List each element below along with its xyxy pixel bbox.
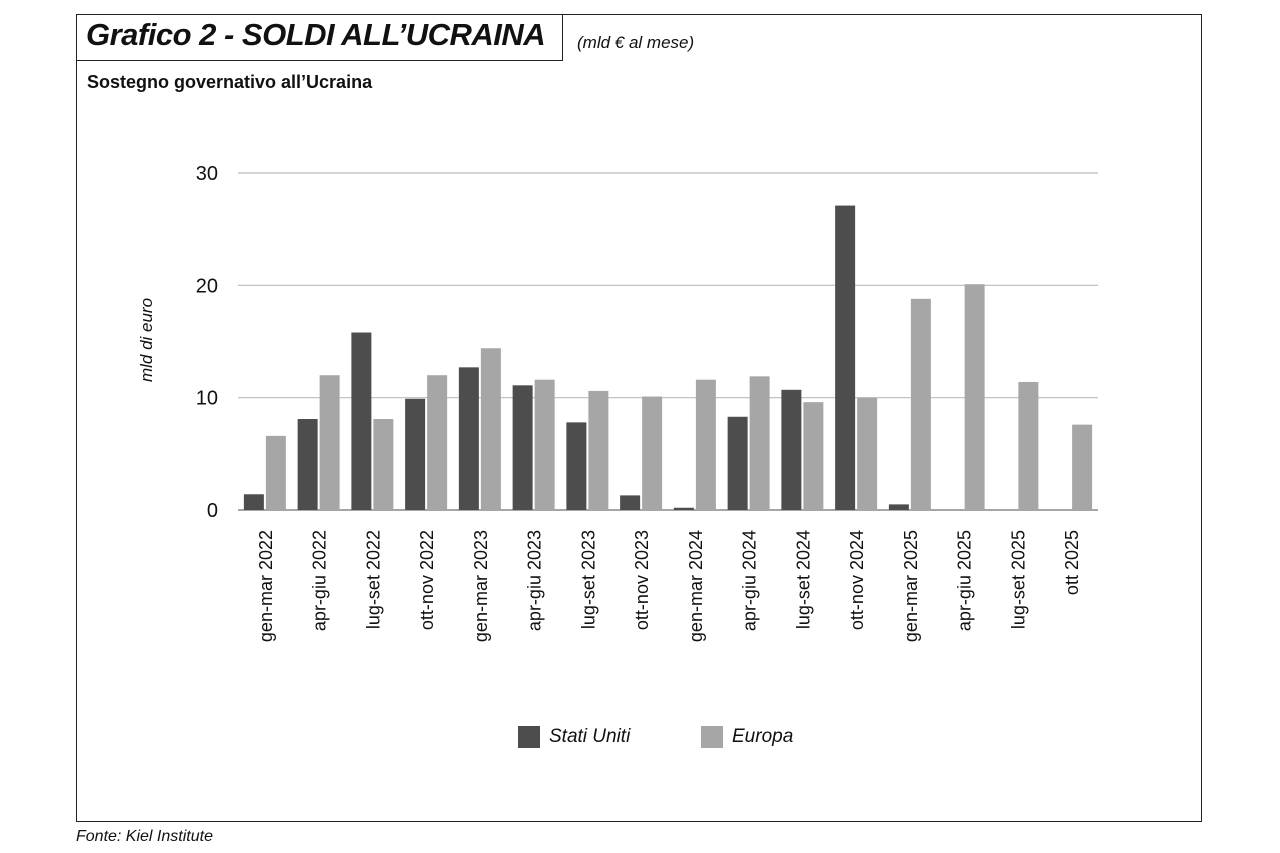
x-tick-label: gen-mar 2024 [686,530,706,642]
bar-europa [964,284,985,510]
legend-label-stati-uniti: Stati Uniti [549,726,631,747]
x-tick-label: apr-giu 2023 [525,530,545,631]
bar-stati-uniti [297,419,318,510]
bar-europa [749,376,770,510]
bar-europa [910,298,931,510]
x-tick-label: lug-set 2025 [1008,530,1028,629]
bar-stati-uniti [458,367,479,510]
bar-stati-uniti [727,416,748,510]
bar-europa [534,379,555,510]
x-tick-label: apr-giu 2022 [310,530,330,631]
y-tick-label: 30 [196,163,218,185]
x-tick-label: ott-nov 2022 [417,530,437,630]
x-tick-label: ott-nov 2023 [632,530,652,630]
bar-stati-uniti [781,389,802,510]
y-tick-label: 0 [207,500,218,522]
bar-europa [319,375,340,510]
bar-europa [857,397,878,510]
bar-europa [265,435,286,510]
x-tick-label: apr-giu 2025 [955,530,975,631]
bar-stati-uniti [566,422,587,510]
x-tick-label: ott-nov 2024 [847,530,867,630]
bar-europa [803,402,824,510]
bar-europa [1072,424,1093,510]
bar-stati-uniti [243,494,264,510]
bar-stati-uniti [512,385,533,510]
bar-stati-uniti [351,332,372,510]
bar-europa [1018,381,1039,510]
y-axis-label: mld di euro [137,298,156,382]
chart-subtitle: Sostegno governativo all’Ucraina [87,72,373,92]
legend-item-europa: Europa [701,725,793,749]
legend-label-europa: Europa [732,726,794,747]
legend-swatch-europa [701,726,723,748]
x-tick-label: ott 2025 [1062,530,1082,595]
bar-stati-uniti [620,495,641,510]
chart-title: Grafico 2 - SOLDI ALL’UCRAINA [86,17,546,52]
bar-europa [695,379,716,510]
y-tick-label: 20 [196,275,218,297]
bar-europa [480,348,501,510]
y-tick-label: 10 [196,388,218,410]
bar-stati-uniti [835,205,856,510]
x-tick-label: lug-set 2022 [363,530,383,629]
source-note: Fonte: Kiel Institute [76,828,213,845]
bar-stati-uniti [888,504,909,510]
title-box [76,14,563,61]
x-tick-label: gen-mar 2023 [471,530,491,642]
bar-europa [588,390,609,510]
bar-europa [427,375,448,510]
x-tick-label: apr-giu 2024 [740,530,760,631]
legend-swatch-stati-uniti [518,726,540,748]
unit-note: (mld € al mese) [577,33,695,52]
chart-frame [76,14,1202,822]
bar-stati-uniti [673,507,694,510]
bar-stati-uniti [405,398,426,510]
legend-item-stati-uniti: Stati Uniti [518,725,630,749]
bar-europa [642,396,663,510]
x-tick-label: gen-mar 2025 [901,530,921,642]
x-tick-label: gen-mar 2022 [256,530,276,642]
x-tick-label: lug-set 2023 [578,530,598,629]
x-tick-label: lug-set 2024 [793,530,813,629]
bar-europa [373,419,394,510]
